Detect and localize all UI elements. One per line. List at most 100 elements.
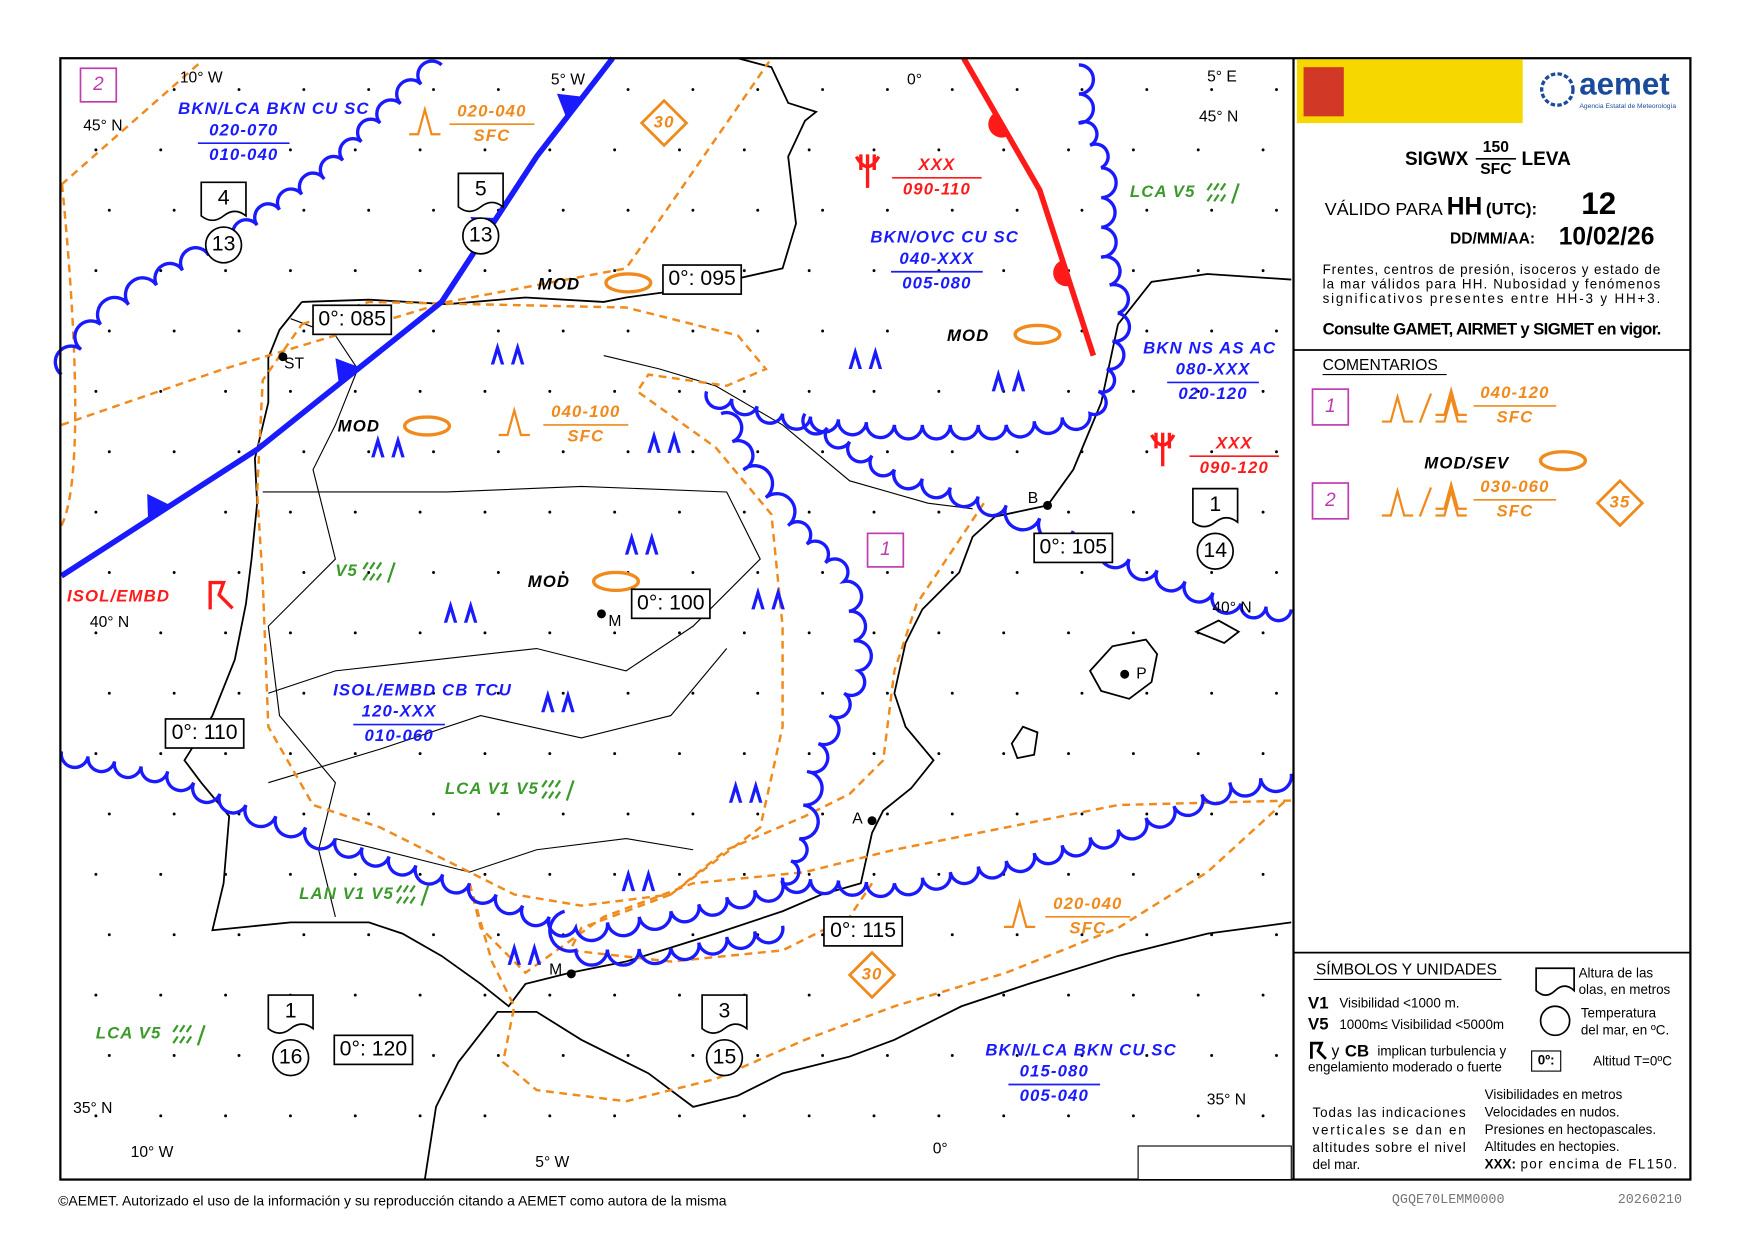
grid-dot (1275, 812, 1278, 816)
cold-front (59, 56, 615, 579)
grid-dot (1196, 389, 1200, 393)
label: implican turbulencia y (1377, 1044, 1506, 1059)
grid-dot (742, 148, 746, 152)
grid-dot (613, 993, 617, 997)
label: 5° E (1207, 68, 1237, 85)
label: 020-120 (1178, 384, 1247, 403)
mountain-obscuration (647, 430, 681, 453)
label: 010-060 (364, 726, 433, 745)
grid-dot (367, 450, 371, 454)
grid-dot (496, 1054, 500, 1057)
turbulence-symbol (1381, 486, 1414, 517)
label: 0°: 085 (318, 306, 386, 330)
grid-dot (237, 691, 241, 695)
freezing-box (1531, 1050, 1562, 1072)
grid-dot (353, 993, 357, 997)
label: ISOL/EMBD CB TCU (333, 680, 512, 699)
label: 0°: 100 (637, 590, 705, 614)
label: 0°: 095 (668, 266, 736, 290)
grid-dot (548, 872, 552, 876)
grid-dot (237, 571, 241, 574)
grid-dot (1015, 812, 1019, 816)
grid-dot (1015, 208, 1019, 212)
grid-dot (756, 208, 760, 212)
grid-dot (613, 1114, 617, 1118)
icing-symbol (591, 570, 641, 593)
grid-dot (288, 389, 292, 393)
label: SFC (1480, 161, 1511, 178)
grid-dot (872, 389, 876, 393)
label: MOD (528, 572, 570, 591)
label: SÍMBOLOS Y UNIDADES (1316, 960, 1497, 979)
grid-dot (561, 1054, 565, 1057)
grid-dot (159, 148, 163, 152)
grid-dot (94, 872, 98, 876)
grid-dot (94, 1114, 98, 1118)
grid-dot (950, 450, 954, 454)
grid-dot (302, 812, 306, 816)
grid-dot (691, 571, 695, 574)
grid-dot (1131, 269, 1135, 273)
grid-dot (756, 571, 760, 574)
island-ibiza (1010, 725, 1039, 760)
label: A (852, 811, 863, 828)
grid-dot (367, 88, 371, 91)
label: XXX (917, 155, 955, 174)
front-symbol (1053, 260, 1071, 287)
grid-dot (432, 571, 435, 574)
grid-dot (288, 1114, 292, 1118)
borders (262, 318, 973, 917)
grid-dot (172, 933, 176, 937)
grid-dot (548, 1114, 552, 1118)
label: 45° N (83, 118, 122, 135)
label: 0°: 120 (340, 1036, 408, 1060)
place-dot (597, 609, 606, 619)
grid-dot (172, 1054, 176, 1057)
label: 10/02/26 (1559, 224, 1655, 251)
label: MOD (947, 326, 989, 345)
grid-dot (678, 148, 681, 152)
grid-dot (1196, 148, 1200, 152)
grid-dot (107, 1054, 111, 1057)
grid-dot (678, 993, 681, 997)
grid-dot (496, 691, 500, 695)
label: 40° N (90, 614, 129, 631)
area-box (1311, 388, 1350, 426)
grid-dot (159, 269, 163, 273)
label: LCA V1 V5 (445, 779, 539, 798)
grid-dot (885, 812, 889, 816)
label: ©AEMET. Autorizado el uso de la informac… (58, 1193, 727, 1209)
grid-dot (224, 872, 228, 876)
grid-dot (937, 148, 941, 152)
grid-dot (1067, 148, 1070, 152)
grid-dot (1067, 631, 1070, 635)
mountain-obscuration (490, 342, 525, 365)
grid-dot (937, 1114, 941, 1118)
grid-dot (821, 812, 825, 816)
grid-dot (1210, 812, 1214, 816)
label: 16 (279, 1044, 303, 1068)
label: 040-120 (1480, 383, 1549, 402)
grid-dot (496, 571, 500, 574)
label: 13 (212, 232, 236, 256)
coat-of-arms (1303, 67, 1344, 117)
label: altitudes sobre el nivel (1313, 1140, 1466, 1155)
label: BKN/OVC CU SC (870, 228, 1019, 247)
label: Altura de las (1579, 965, 1654, 980)
grid-dot (107, 933, 111, 937)
grid-dot (548, 631, 552, 635)
grid-dot (418, 752, 422, 756)
grid-dot (1015, 88, 1019, 91)
label: 35° N (1207, 1091, 1246, 1108)
grid-dot (483, 993, 487, 997)
label: por encima de FL150. (1520, 1157, 1677, 1172)
grid-dot (807, 993, 811, 997)
label: LEVA (1522, 149, 1572, 170)
coast-iberia (183, 57, 1292, 1008)
grid-dot (613, 148, 617, 152)
label: 005-040 (1020, 1086, 1089, 1105)
grid-dot (1015, 691, 1019, 695)
visibility-symbol (541, 779, 575, 801)
front-symbol (556, 93, 583, 119)
grid-dot (1131, 631, 1135, 635)
